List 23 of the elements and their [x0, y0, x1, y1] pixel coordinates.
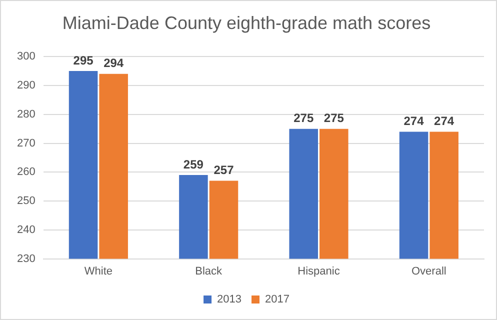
- data-label: 275: [324, 111, 344, 126]
- data-label: 295: [73, 53, 94, 68]
- x-tick-label: White: [84, 265, 112, 278]
- y-tick-label: 290: [16, 80, 36, 92]
- y-tick-label: 240: [16, 224, 36, 236]
- y-tick-label: 280: [16, 108, 36, 120]
- y-tick-label: 300: [16, 50, 36, 63]
- data-label: 275: [294, 111, 314, 126]
- y-tick-label: 260: [16, 166, 36, 178]
- legend-label: 2017: [265, 294, 290, 306]
- y-tick-label: 230: [16, 252, 36, 265]
- y-tick-label: 250: [16, 195, 36, 208]
- data-label: 274: [434, 114, 454, 128]
- legend-label: 2013: [217, 294, 242, 306]
- chart-title: Miami-Dade County eighth-grade math scores: [62, 12, 431, 33]
- data-label: 294: [104, 56, 124, 70]
- data-label: 274: [404, 114, 424, 128]
- data-label: 259: [183, 157, 204, 172]
- x-tick-label: Black: [195, 265, 223, 278]
- data-label: 257: [214, 163, 234, 178]
- x-tick-label: Overall: [411, 265, 446, 278]
- y-tick-label: 270: [16, 137, 36, 150]
- x-tick-label: Hispanic: [298, 265, 340, 278]
